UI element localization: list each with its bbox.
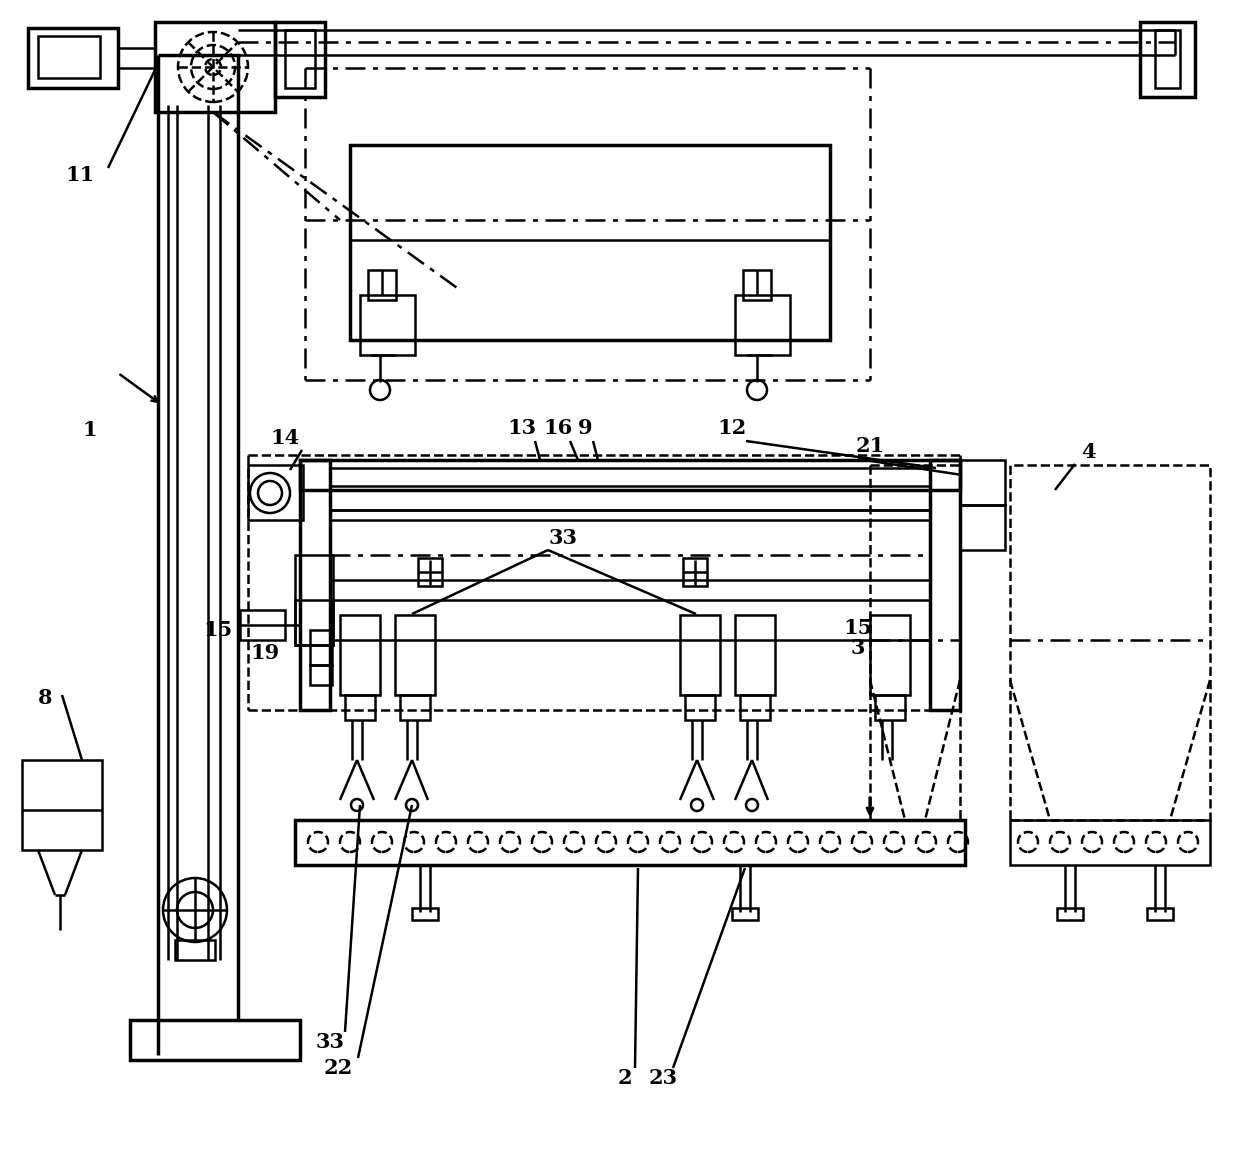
Bar [130, 1020, 300, 1060]
Bar [368, 271, 396, 300]
Bar [1011, 465, 1210, 820]
Bar [29, 28, 118, 88]
Bar [743, 271, 771, 300]
Bar [1011, 820, 1210, 865]
Bar [22, 760, 102, 850]
Bar [684, 696, 715, 720]
Text: 12: 12 [718, 418, 746, 438]
Bar [345, 696, 374, 720]
Bar [295, 600, 334, 645]
Bar [401, 696, 430, 720]
Bar [683, 559, 707, 586]
Bar [275, 22, 325, 97]
Bar [1154, 30, 1180, 88]
Bar [875, 696, 905, 720]
Bar [300, 460, 960, 489]
Text: 23: 23 [649, 1068, 677, 1088]
Text: 21: 21 [856, 436, 884, 456]
Bar [418, 559, 441, 586]
Bar [155, 22, 275, 112]
Bar [960, 505, 1004, 550]
Bar [680, 615, 720, 696]
Text: 14: 14 [270, 427, 300, 448]
Text: 8: 8 [37, 689, 52, 708]
Text: 19: 19 [250, 643, 280, 663]
Bar [241, 610, 285, 641]
Bar [1056, 908, 1083, 920]
Text: 33: 33 [315, 1032, 345, 1052]
Bar [330, 468, 930, 486]
Bar [38, 36, 100, 78]
Bar [1140, 22, 1195, 97]
Text: 13: 13 [507, 418, 537, 438]
Bar [285, 30, 315, 88]
Bar [396, 615, 435, 696]
Text: 33: 33 [548, 528, 578, 548]
Bar [960, 460, 1004, 505]
Bar [360, 295, 415, 355]
Bar [295, 555, 334, 645]
Text: 15: 15 [203, 619, 233, 641]
Bar [310, 665, 332, 685]
Text: 1: 1 [83, 420, 97, 440]
Text: 3: 3 [851, 638, 866, 658]
Text: 4: 4 [1081, 441, 1095, 463]
Bar [350, 145, 830, 340]
Text: 9: 9 [578, 418, 593, 438]
Text: 11: 11 [66, 165, 94, 185]
Text: 22: 22 [324, 1059, 352, 1078]
Bar [412, 908, 438, 920]
Text: 2: 2 [618, 1068, 632, 1088]
Bar [930, 460, 960, 710]
Bar [330, 511, 930, 641]
Bar [1147, 908, 1173, 920]
Bar [735, 295, 790, 355]
Bar [740, 696, 770, 720]
Bar [732, 908, 758, 920]
Bar [310, 630, 332, 665]
Bar [300, 460, 330, 710]
Text: 16: 16 [543, 418, 573, 438]
Bar [175, 940, 215, 960]
Bar [340, 615, 379, 696]
Bar [295, 820, 965, 865]
Bar [735, 615, 775, 696]
Bar [248, 465, 303, 520]
Text: 15: 15 [843, 618, 873, 638]
Bar [870, 615, 910, 696]
